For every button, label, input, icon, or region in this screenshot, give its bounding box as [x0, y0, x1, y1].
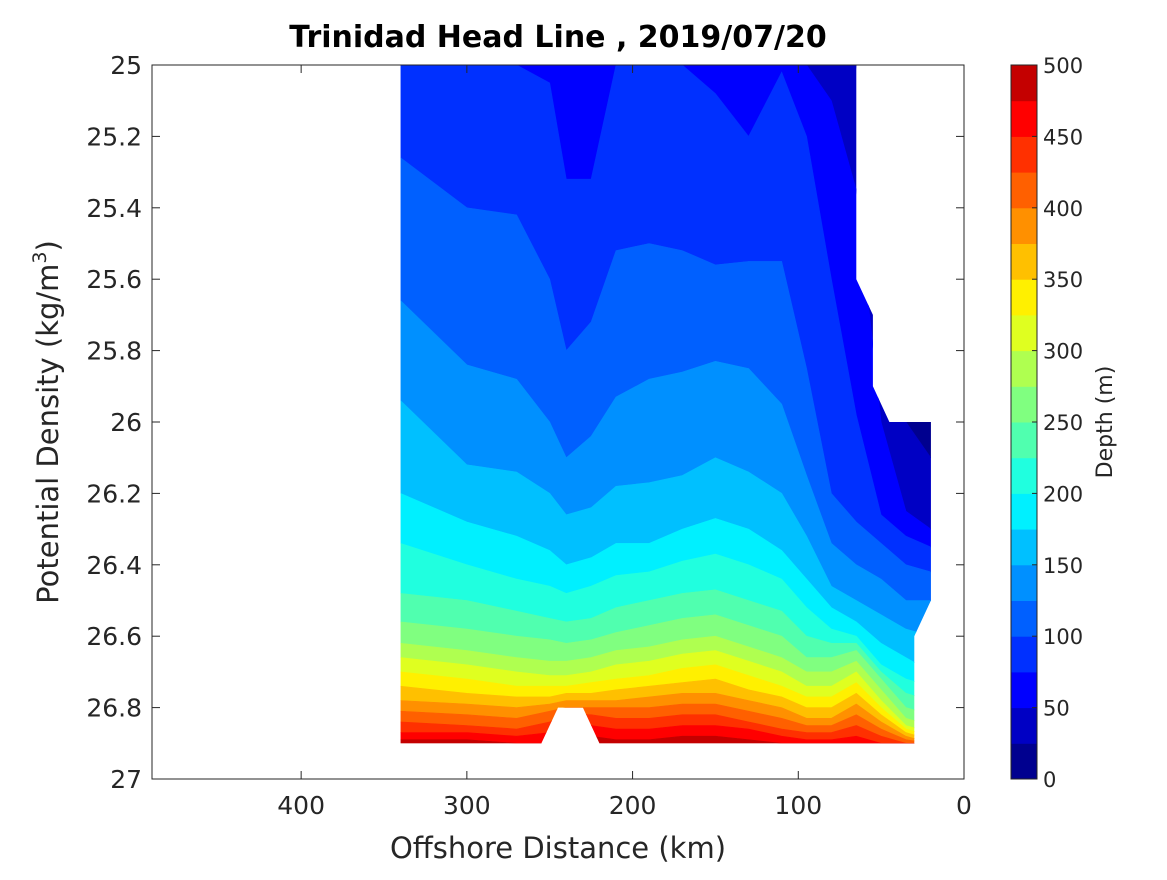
y-axis-label-superscript: 3 — [29, 251, 51, 263]
colorbar-tick-label: 250 — [1043, 411, 1083, 435]
colorbar-label: Depth (m) — [1093, 366, 1118, 479]
colorbar-swatch — [1011, 172, 1037, 209]
y-tick-label: 25.2 — [86, 122, 142, 151]
x-tick-label: 300 — [443, 791, 491, 820]
colorbar-swatch — [1011, 136, 1037, 173]
y-tick-label: 25.6 — [86, 265, 142, 294]
y-tick-label: 27 — [110, 765, 142, 794]
colorbar-tick-label: 100 — [1043, 625, 1083, 649]
colorbar-tick-label: 200 — [1043, 482, 1083, 506]
y-tick-label: 26.8 — [86, 694, 142, 723]
colorbar-swatch — [1011, 314, 1037, 352]
x-tick-label: 400 — [277, 791, 325, 820]
colorbar-swatch — [1011, 243, 1037, 280]
y-axis-label-main: Potential Density (kg/m — [31, 264, 65, 604]
colorbar-tick-label: 300 — [1043, 340, 1083, 364]
colorbar-tick-label: 0 — [1043, 768, 1056, 792]
colorbar-tick-label: 400 — [1043, 197, 1083, 221]
y-tick-label: 25.4 — [86, 194, 142, 223]
chart-title: Trinidad Head Line , 2019/07/20 — [289, 20, 826, 55]
contour-band-25-50 — [400, 65, 931, 530]
colorbar-swatch — [1011, 386, 1037, 423]
colorbar-tick-label: 500 — [1043, 54, 1083, 78]
colorbar-swatch — [1011, 600, 1037, 637]
colorbar-swatch — [1011, 636, 1037, 673]
colorbar-swatch — [1011, 65, 1037, 102]
colorbar-tick-label: 150 — [1043, 554, 1083, 578]
y-tick-label: 26.6 — [86, 622, 142, 651]
colorbar-swatch — [1011, 743, 1037, 780]
contour-fill — [400, 65, 931, 744]
x-axis: 400 300 200 100 0 — [277, 65, 972, 820]
colorbar-tick-label: 350 — [1043, 268, 1083, 292]
y-axis-label: Potential Density (kg/m3) — [29, 240, 65, 604]
colorbar-tick-label: 450 — [1043, 125, 1083, 149]
colorbar-swatch — [1011, 457, 1037, 494]
colorbar-swatch — [1011, 422, 1037, 459]
x-tick-label: 200 — [609, 791, 657, 820]
contour-band-475-500 — [400, 735, 931, 744]
colorbar-swatch — [1011, 350, 1037, 387]
x-tick-label: 100 — [774, 791, 822, 820]
y-tick-label: 25 — [110, 51, 142, 80]
y-tick-label: 26.2 — [86, 479, 142, 508]
colorbar-swatch — [1011, 564, 1037, 601]
colorbar-swatch — [1011, 100, 1037, 137]
y-axis-label-close: ) — [31, 240, 65, 251]
y-tick-label: 26 — [110, 408, 142, 437]
colorbar-swatch — [1011, 529, 1037, 566]
colorbar-swatch — [1011, 207, 1037, 244]
y-tick-label: 26.4 — [86, 551, 142, 580]
y-axis: 25 25.2 25.4 25.6 25.8 26 26.2 26.4 26.6 26.8 27 — [86, 51, 964, 794]
colorbar-swatch — [1011, 671, 1037, 709]
x-tick-label: 0 — [956, 791, 972, 820]
colorbar-swatch — [1011, 279, 1037, 316]
colorbar-swatch — [1011, 493, 1037, 530]
colorbar-tick-label: 50 — [1043, 697, 1070, 721]
x-axis-label: Offshore Distance (km) — [390, 831, 726, 865]
colorbar-swatch — [1011, 707, 1037, 744]
y-tick-label: 25.8 — [86, 337, 142, 366]
colorbar: 0 50 100 150 200 250 300 350 400 450 500 — [1010, 54, 1083, 792]
